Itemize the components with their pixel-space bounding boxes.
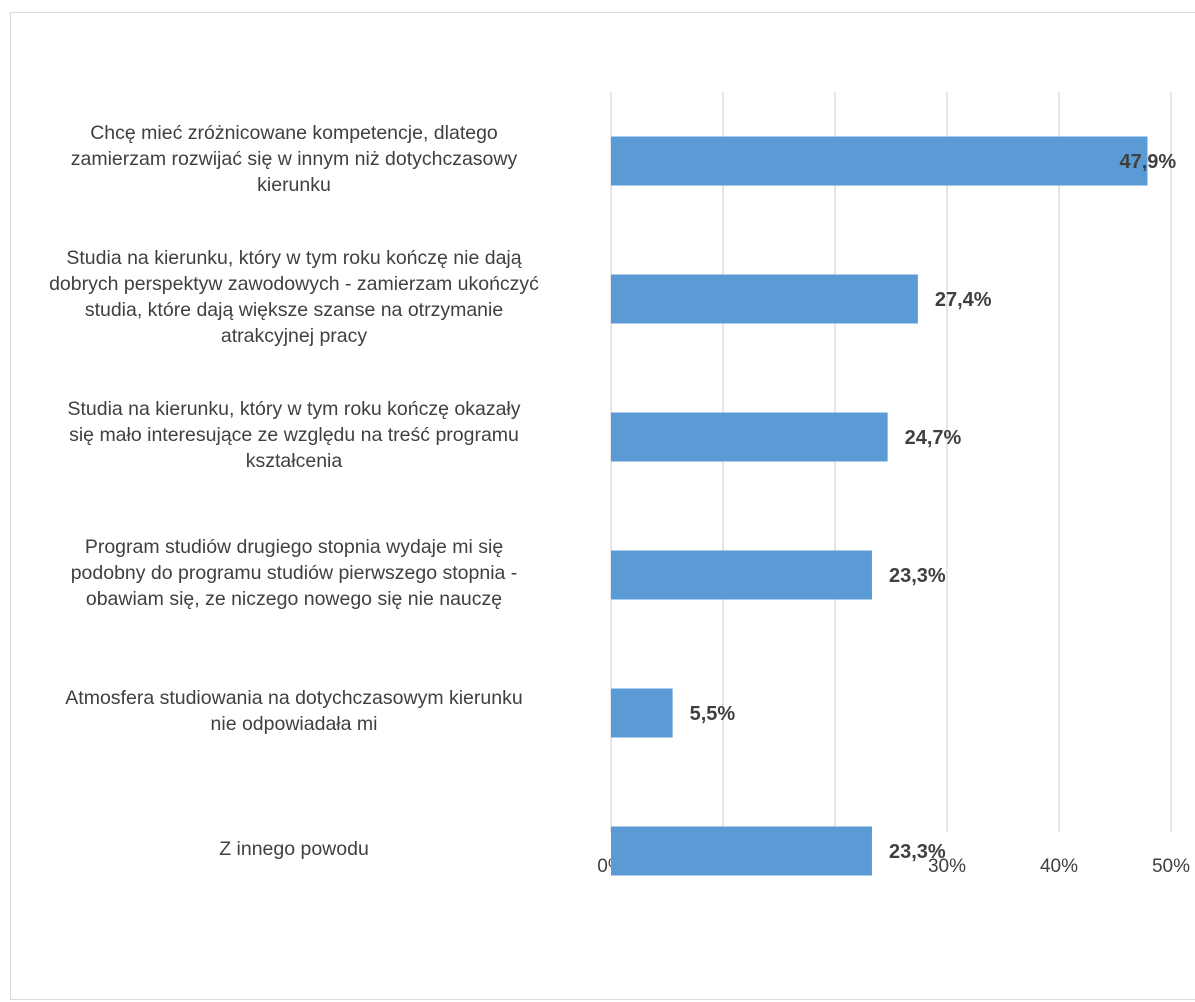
bar xyxy=(611,274,918,324)
category-label: Chcę mieć zróżnicowane kompetencje, dlat… xyxy=(70,122,518,196)
data-label: 24,7% xyxy=(905,427,962,449)
category-label: Studia na kierunku, który w tym roku koń… xyxy=(49,247,539,347)
bar xyxy=(611,550,872,600)
chart-frame xyxy=(10,12,1195,1000)
category-label: Studia na kierunku, który w tym roku koń… xyxy=(67,398,521,472)
data-label: 5,5% xyxy=(690,703,736,725)
data-label: 23,3% xyxy=(889,841,946,863)
bar xyxy=(611,136,1148,186)
data-label: 23,3% xyxy=(889,565,946,587)
x-tick-label: 50% xyxy=(1152,856,1190,877)
bar xyxy=(611,412,888,462)
category-label: Atmosfera studiowania na dotychczasowym … xyxy=(65,687,523,735)
category-label: Z innego powodu xyxy=(219,838,369,860)
category-label: Program studiów drugiego stopnia wydaje … xyxy=(70,536,518,610)
data-label: 47,9% xyxy=(1119,151,1176,173)
bar xyxy=(611,826,872,876)
x-tick-label: 30% xyxy=(928,856,966,877)
x-tick-label: 40% xyxy=(1040,856,1078,877)
data-label: 27,4% xyxy=(935,289,992,311)
bar xyxy=(611,688,673,738)
